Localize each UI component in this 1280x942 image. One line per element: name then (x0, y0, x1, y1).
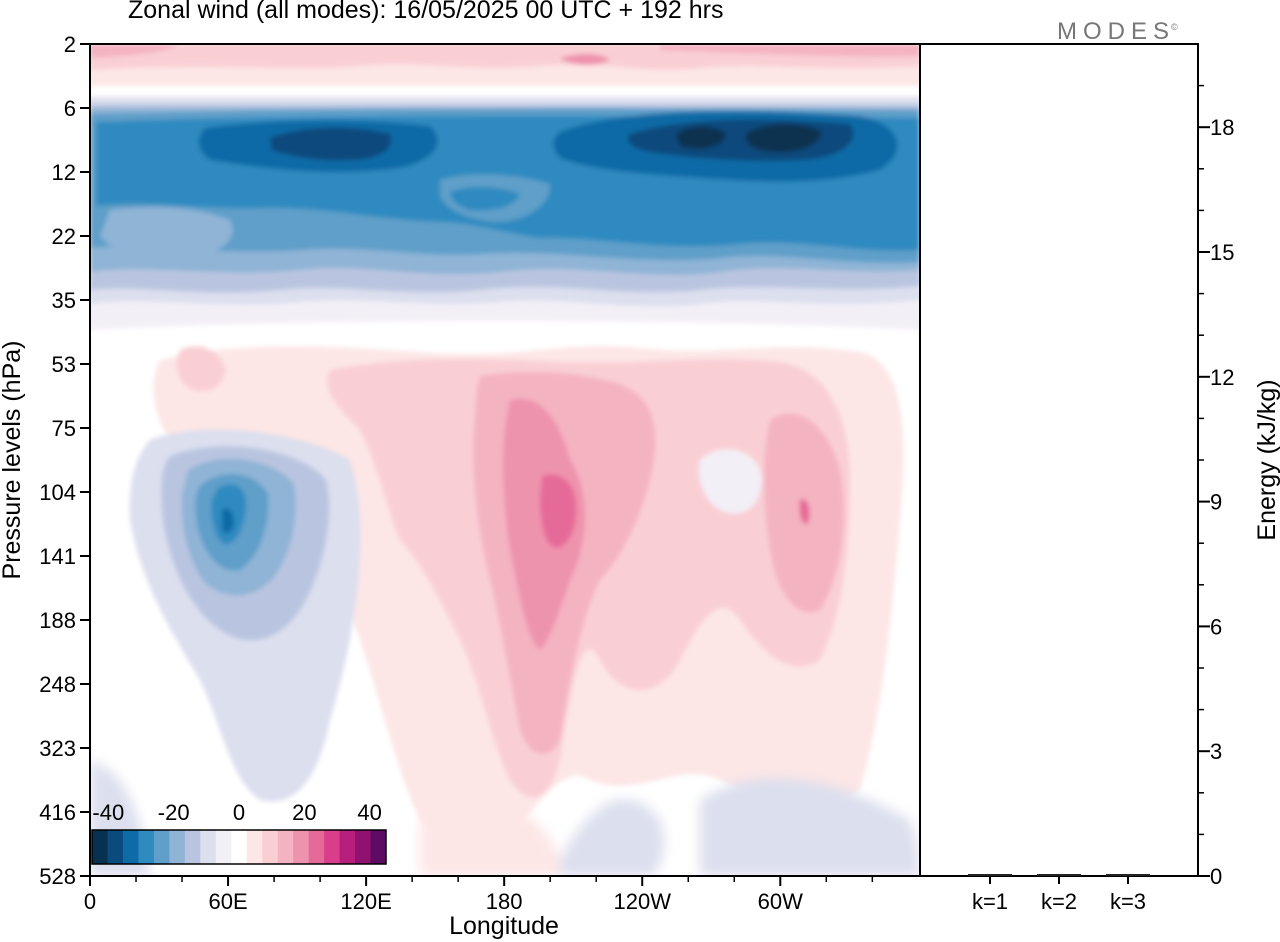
y-tick-label: 35 (52, 288, 76, 313)
brand-mark: © (1171, 22, 1178, 32)
colorbar-swatch (215, 830, 232, 864)
y-tick-label: 104 (39, 480, 76, 505)
colorbar-swatch (153, 830, 170, 864)
energy-tick-label: 15 (1210, 240, 1234, 265)
y-tick-label: 416 (39, 800, 76, 825)
zonal-wind-field (90, 44, 920, 876)
colorbar-swatch (200, 830, 217, 864)
x-tick-label: 60E (208, 889, 247, 914)
energy-tick-label: 6 (1210, 614, 1222, 639)
colorbar-swatch (231, 830, 248, 864)
y-tick-label: 188 (39, 608, 76, 633)
energy-axis: 0 3 6 9 12 15 18 (1198, 84, 1234, 889)
energy-bar (1106, 874, 1150, 876)
energy-panel (919, 43, 1199, 877)
energy-bar (968, 874, 1012, 876)
colorbar-swatch (293, 830, 310, 864)
y-tick-label: 53 (52, 352, 76, 377)
colorbar-swatch (107, 830, 124, 864)
colorbar-tick-label: -40 (92, 800, 124, 825)
colorbar-swatch (122, 830, 139, 864)
y-tick-label: 141 (39, 544, 76, 569)
x-tick-label: 120W (613, 889, 671, 914)
pressure-axis: 2 6 12 22 35 53 75 104 141 188 248 323 416 528 (39, 32, 90, 889)
energy-tick-label: 18 (1210, 115, 1234, 140)
y-tick-label: 6 (64, 96, 76, 121)
chart-title: Zonal wind (all modes): 16/05/2025 00 UT… (128, 0, 724, 24)
y-tick-label: 528 (39, 864, 76, 889)
energy-bars (968, 874, 1150, 876)
energy-tick-label: 3 (1210, 739, 1222, 764)
colorbar-tick-label: 40 (357, 800, 381, 825)
energy-axis-label: Energy (kJ/kg) (1253, 379, 1280, 540)
colorbar-tick-label: 20 (292, 800, 316, 825)
colorbar-swatch (339, 830, 356, 864)
x-tick-label: 120E (340, 889, 391, 914)
colorbar-frame (91, 829, 387, 865)
energy-tick-label: 0 (1210, 864, 1222, 889)
energy-bar-labels: k=1 k=2 k=3 (972, 876, 1146, 914)
colorbar-swatch (138, 830, 155, 864)
energy-tick-label: 12 (1210, 365, 1234, 390)
colorbar-swatch (246, 830, 263, 864)
energy-category-label: k=2 (1041, 889, 1077, 914)
colorbar-swatch (169, 830, 186, 864)
colorbar-tick-label: 0 (233, 800, 245, 825)
energy-bar (1037, 874, 1081, 876)
energy-tick-label: 9 (1210, 490, 1222, 515)
energy-category-label: k=3 (1110, 889, 1146, 914)
colorbar-swatch (277, 830, 294, 864)
energy-category-label: k=1 (972, 889, 1008, 914)
colorbar-swatch (262, 830, 279, 864)
y-tick-label: 248 (39, 672, 76, 697)
x-tick-label: 60W (758, 889, 803, 914)
longitude-axis: 0 60E 120E 180 120W 60W (84, 876, 874, 914)
colorbar-tick-label: -20 (158, 800, 190, 825)
colorbar-swatch (184, 830, 201, 864)
y-tick-label: 22 (52, 224, 76, 249)
colorbar-swatch (324, 830, 341, 864)
colorbar-swatch (308, 830, 325, 864)
modes-logo: MODES© (1057, 18, 1178, 46)
y-tick-label: 75 (52, 416, 76, 441)
brand-name: MODES (1057, 18, 1176, 45)
x-axis-label: Longitude (449, 912, 559, 940)
colorbar: -40 -20 0 20 40 (91, 800, 387, 865)
colorbar-swatch (370, 830, 387, 864)
y-tick-label: 12 (52, 160, 76, 185)
x-tick-label: 0 (84, 889, 96, 914)
colorbar-swatch (355, 830, 372, 864)
y-tick-label: 323 (39, 736, 76, 761)
x-tick-label: 180 (486, 889, 523, 914)
colorbar-swatch (92, 830, 108, 864)
y-tick-label: 2 (64, 32, 76, 57)
y-axis-label: Pressure levels (hPa) (0, 341, 26, 580)
